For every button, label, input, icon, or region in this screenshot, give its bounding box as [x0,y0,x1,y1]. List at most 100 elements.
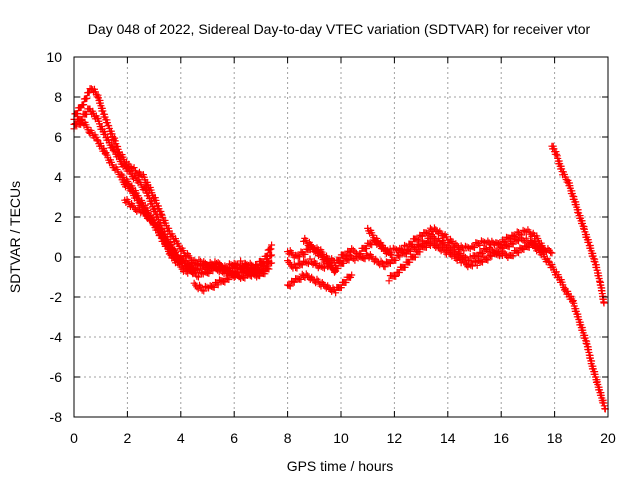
data-point [332,289,340,297]
y-tick-label: -2 [50,289,63,305]
data-point [521,227,529,235]
data-point [467,261,475,269]
data-point [389,244,397,252]
data-point [301,258,309,266]
series-arc-J [300,234,340,276]
data-point [210,283,218,291]
x-axis-label: GPS time / hours [287,458,394,474]
data-point [316,262,324,270]
data-point [395,269,403,277]
data-point [484,256,492,264]
data-point [489,249,497,257]
data-point [348,245,356,253]
data-point [306,255,314,263]
data-point [286,282,294,290]
data-point [267,252,275,260]
x-tick-label: 6 [230,430,238,446]
data-point [548,249,556,257]
data-point [331,268,339,276]
y-tick-label: -6 [50,369,63,385]
data-point [568,298,576,306]
data-point [314,277,322,285]
y-tick-label: 2 [54,209,62,225]
x-tick-label: 8 [284,430,292,446]
data-point [290,261,298,269]
data-point [125,167,133,175]
data-point [193,272,201,280]
x-tick-label: 2 [124,430,132,446]
data-point [388,251,396,259]
x-tick-label: 12 [387,430,403,446]
x-tick-label: 10 [333,430,349,446]
data-point [268,241,276,249]
data-point [297,275,305,283]
data-point [422,243,430,251]
data-point [401,263,409,271]
data-point [396,253,404,261]
data-point [392,272,400,280]
data-point [381,263,389,271]
data-marks [70,85,609,413]
data-point [351,248,359,256]
grid-lines [74,57,608,417]
data-point [200,287,208,295]
data-point [477,237,485,245]
data-point [221,262,229,270]
data-point [450,245,458,253]
data-point [485,244,493,252]
y-axis-ticks: -8 -6 -4 -2 0 2 4 6 8 10 [46,49,608,425]
data-point [262,265,270,273]
data-point [440,245,448,253]
data-point [434,235,442,243]
data-point [130,164,138,172]
data-point [401,241,409,249]
data-point [516,233,524,241]
data-point [342,279,350,287]
data-point [337,284,345,292]
series-arc-N [548,142,608,307]
data-point [442,233,450,241]
data-point [300,257,308,265]
data-point [332,267,340,275]
data-point [301,250,309,258]
data-point [458,244,466,252]
data-point [465,260,473,268]
data-point [222,266,230,274]
data-point [304,260,312,268]
data-point [80,101,88,109]
data-point [296,253,304,261]
y-axis-label: SDTVAR / TECUs [7,181,23,293]
data-point [406,258,414,266]
data-point [237,257,245,265]
x-tick-label: 20 [600,430,616,446]
data-point [198,269,206,277]
x-tick-label: 4 [177,430,185,446]
data-point [210,263,218,271]
data-point [246,267,254,275]
data-point [600,299,608,307]
data-point [416,248,424,256]
data-point [203,283,211,291]
data-point [109,146,117,154]
data-point [479,249,487,257]
data-point [348,271,356,279]
data-point [396,244,404,252]
data-point [93,136,101,144]
data-point [233,271,241,279]
data-point [560,286,568,294]
x-tick-label: 18 [547,430,563,446]
data-point [249,270,257,278]
data-point [515,249,523,257]
chart-title: Day 048 of 2022, Sidereal Day-to-day VTE… [88,21,591,37]
data-point [411,253,419,261]
y-tick-label: 10 [46,49,62,65]
data-point [256,272,264,280]
data-point [83,94,91,102]
data-point [385,277,393,285]
data-point [465,244,473,252]
data-point [101,150,109,158]
data-point [293,264,301,272]
data-point [471,243,478,251]
data-point [232,263,240,271]
data-point [267,245,275,253]
